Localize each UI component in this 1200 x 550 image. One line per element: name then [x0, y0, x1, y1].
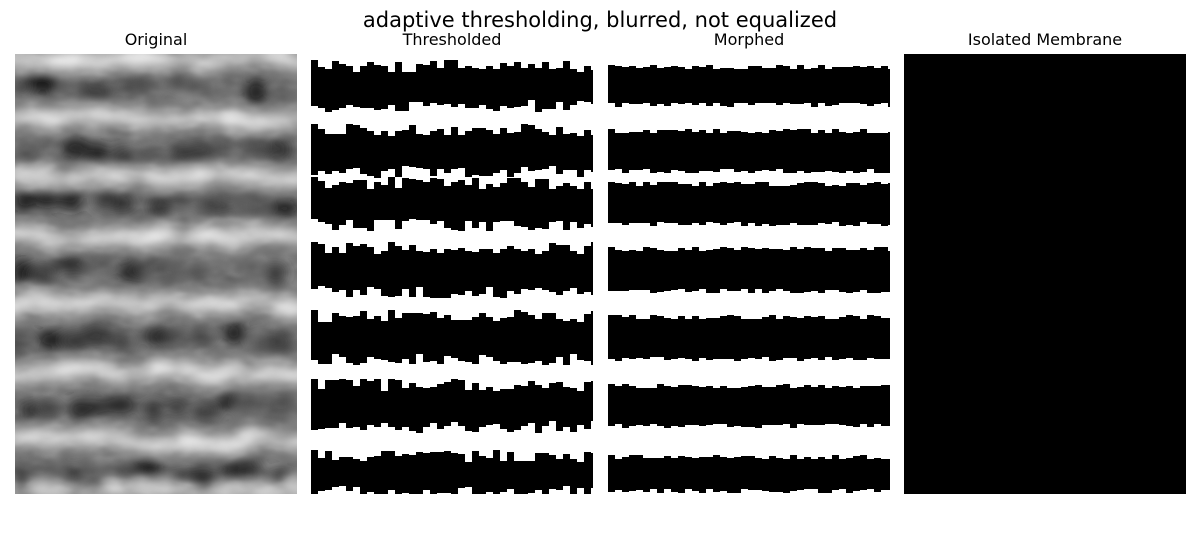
panel-thresholded: Thresholded	[311, 30, 593, 494]
thresholded-band	[311, 379, 593, 433]
morphed-band	[608, 65, 890, 107]
thresholded-image	[311, 54, 593, 494]
panel-morphed: Morphed	[608, 30, 890, 494]
panel-original: Original	[15, 30, 297, 494]
thresholded-band	[311, 310, 593, 365]
panel-title-morphed: Morphed	[713, 30, 785, 49]
morphed-band	[608, 455, 890, 493]
panel-title-isolated-membrane: Isolated Membrane	[967, 30, 1123, 49]
thresholded-band	[311, 242, 593, 298]
morphed-band	[608, 247, 890, 293]
panel-isolated-membrane: Isolated Membrane	[904, 30, 1186, 494]
morphed-band	[608, 129, 890, 173]
figure-title: adaptive thresholding, blurred, not equa…	[362, 8, 838, 32]
morphed-image-canvas	[608, 54, 890, 494]
thresholded-image-canvas	[311, 54, 593, 494]
morphed-band	[608, 384, 890, 428]
morphed-image	[608, 54, 890, 494]
original-image	[15, 54, 297, 494]
thresholded-band	[311, 177, 593, 231]
panel-title-thresholded: Thresholded	[402, 30, 502, 49]
original-image-canvas	[15, 54, 297, 494]
panel-title-original: Original	[124, 30, 188, 49]
morphed-band	[608, 315, 890, 361]
thresholded-band	[311, 60, 593, 112]
isolated-membrane-canvas	[904, 54, 1186, 494]
isolated-membrane-image	[904, 54, 1186, 494]
morphed-band	[608, 182, 890, 226]
thresholded-band	[311, 124, 593, 178]
thresholded-band	[311, 450, 593, 494]
